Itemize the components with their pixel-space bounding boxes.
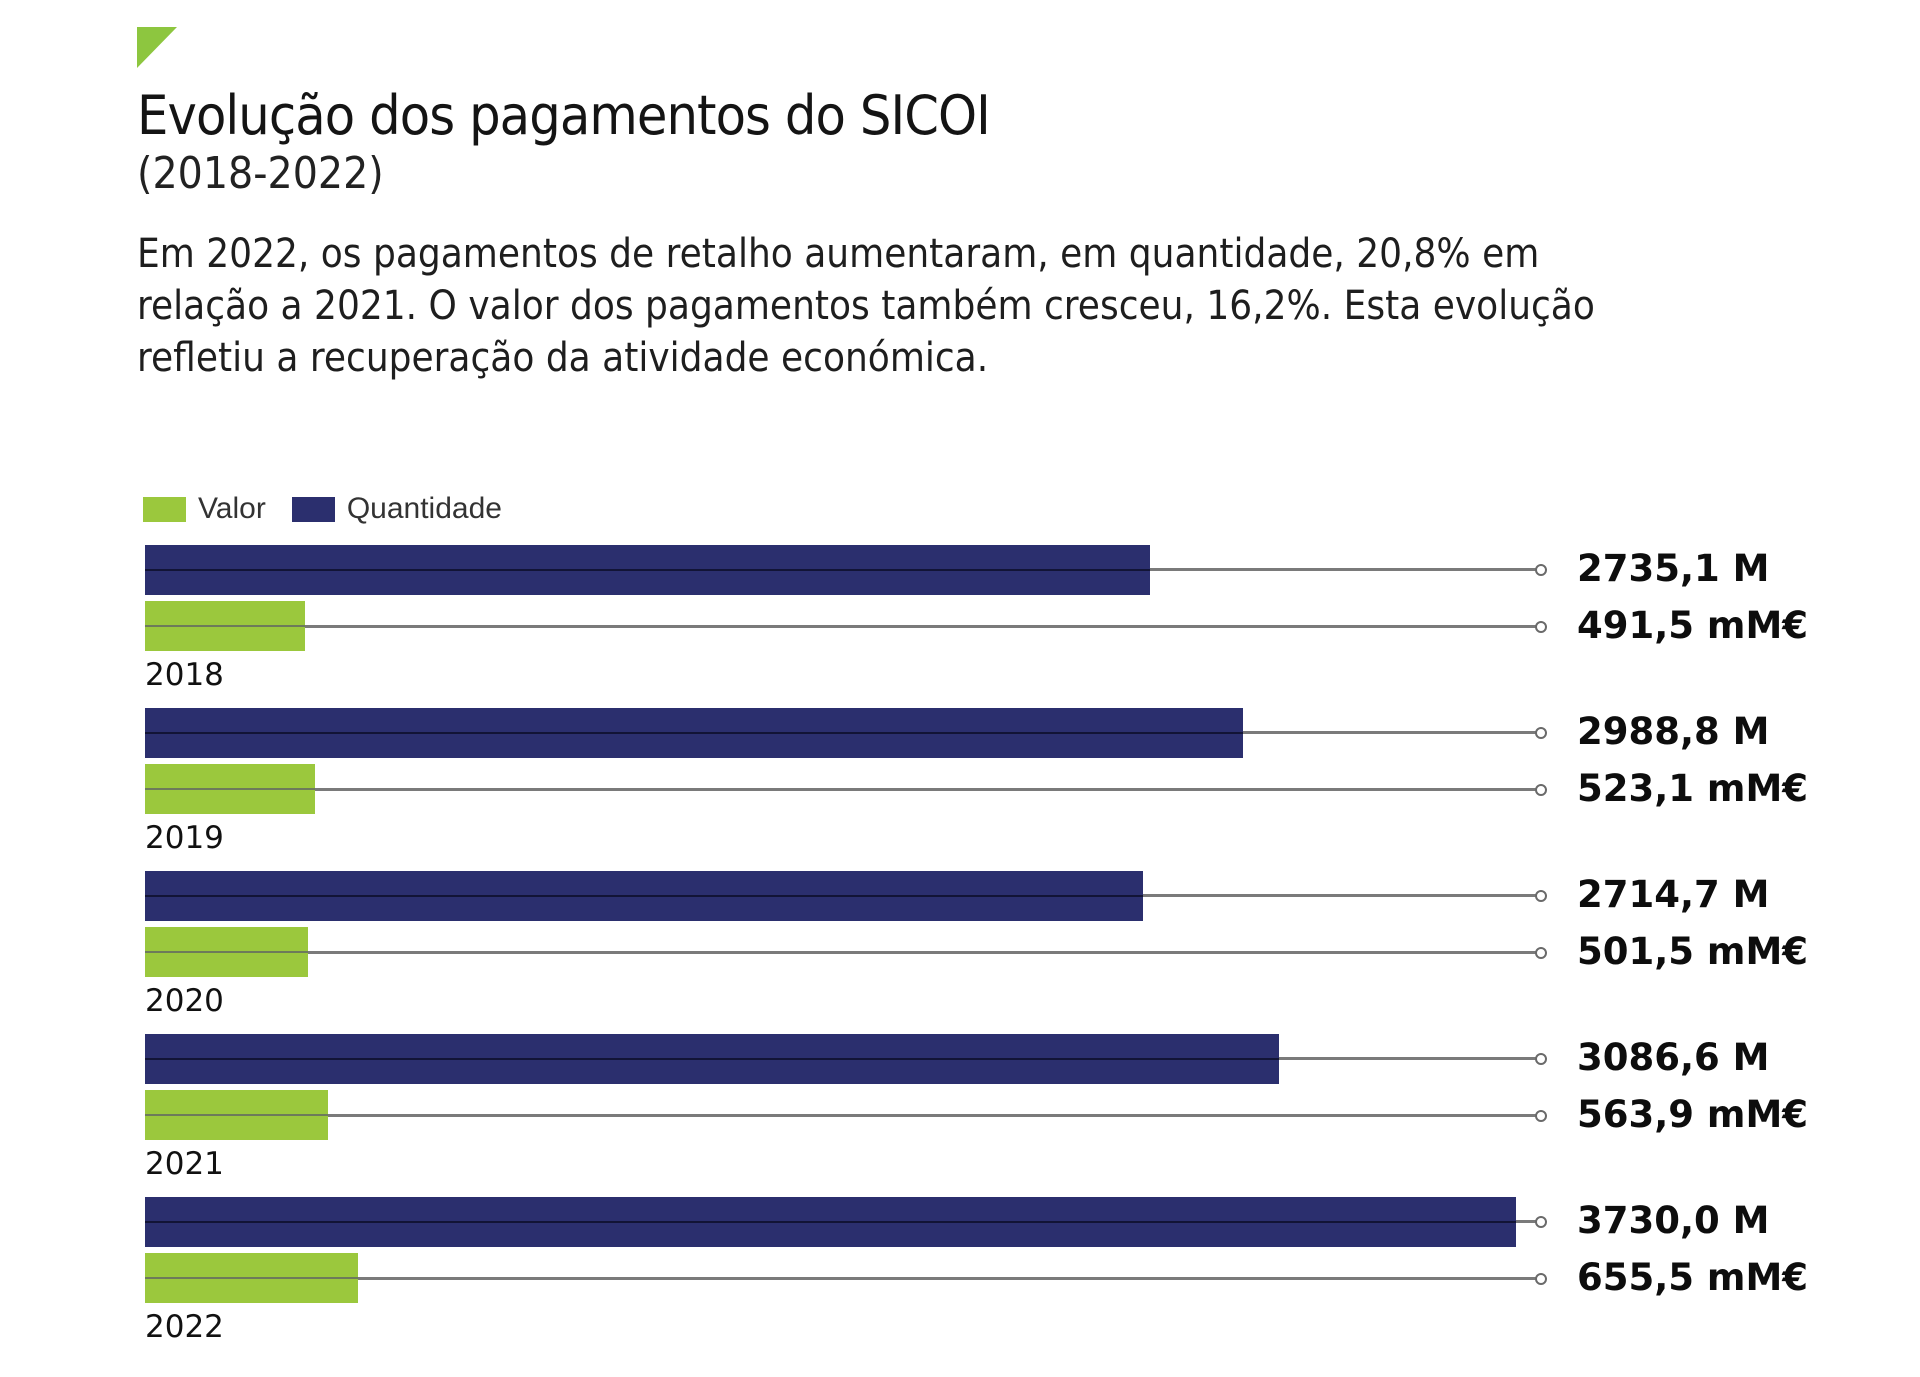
legend-swatch-navy-icon [291,496,335,522]
quantidade-value-label: 3086,6 M [1577,1036,1770,1079]
leader-end-circle-icon [1535,1273,1547,1285]
page-subtitle: (2018-2022) [137,148,384,199]
bar-group-2019: 2988,8 M 523,1 mM€ 2019 [0,708,1920,871]
legend-label: Quantidade [346,492,502,525]
bar-group-2020: 2714,7 M 501,5 mM€ 2020 [0,871,1920,1034]
page-title: Evolução dos pagamentos do SICOI [137,84,991,147]
bar-group-2022: 3730,0 M 655,5 mM€ 2022 [0,1197,1920,1360]
quantidade-bar [145,708,1243,758]
leader-end-circle-icon [1535,621,1547,633]
leader-end-circle-icon [1535,1216,1547,1228]
leader-end-circle-icon [1535,890,1547,902]
valor-value-label: 523,1 mM€ [1577,767,1809,810]
year-label: 2021 [145,1146,224,1182]
valor-value-label: 655,5 mM€ [1577,1256,1809,1299]
leader-end-circle-icon [1535,1053,1547,1065]
quantidade-bar [145,545,1150,595]
leader-line [145,951,1536,954]
year-label: 2018 [145,657,224,693]
valor-bar [145,764,315,814]
leader-line [145,625,1536,628]
quantidade-value-label: 2988,8 M [1577,710,1770,753]
valor-bar [145,601,305,651]
leader-end-circle-icon [1535,727,1547,739]
valor-value-label: 501,5 mM€ [1577,930,1809,973]
leader-end-circle-icon [1535,1110,1547,1122]
year-label: 2019 [145,820,224,856]
leader-end-circle-icon [1535,947,1547,959]
valor-bar [145,1090,328,1140]
leader-line [145,1114,1536,1117]
year-label: 2022 [145,1309,224,1345]
legend-swatch-green-icon [143,496,186,522]
description-text: Em 2022, os pagamentos de retalho aument… [137,231,1595,381]
leader-line [145,1277,1536,1280]
leader-end-circle-icon [1535,784,1547,796]
legend-item-valor: Valor [143,492,266,526]
quantidade-bar [145,871,1143,921]
quantidade-bar [145,1034,1279,1084]
valor-bar [145,1253,358,1303]
legend-label: Valor [198,492,266,525]
chart-legend: Valor Quantidade [143,492,528,526]
leader-line [145,788,1536,791]
quantidade-value-label: 2714,7 M [1577,873,1770,916]
accent-triangle-icon [137,27,177,68]
bar-group-2021: 3086,6 M 563,9 mM€ 2021 [0,1034,1920,1197]
legend-item-quantidade: Quantidade [291,492,502,526]
quantidade-value-label: 2735,1 M [1577,547,1770,590]
valor-value-label: 563,9 mM€ [1577,1093,1809,1136]
bar-group-2018: 2735,1 M 491,5 mM€ 2018 [0,545,1920,708]
year-label: 2020 [145,983,224,1019]
quantidade-value-label: 3730,0 M [1577,1199,1770,1242]
valor-value-label: 491,5 mM€ [1577,604,1809,647]
valor-bar [145,927,308,977]
leader-end-circle-icon [1535,564,1547,576]
quantidade-bar [145,1197,1516,1247]
